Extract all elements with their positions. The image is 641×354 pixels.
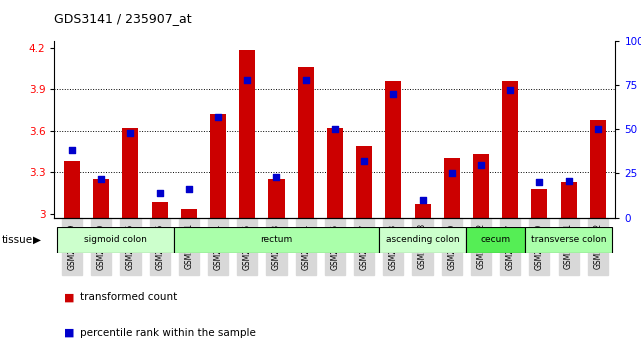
Point [301, 77, 311, 82]
Point [242, 77, 253, 82]
Text: ■: ■ [64, 292, 74, 302]
Point [593, 126, 603, 132]
Bar [210, 114, 226, 218]
Point [563, 178, 574, 183]
Point [67, 148, 77, 153]
Text: rectum: rectum [260, 235, 293, 244]
Point [535, 179, 545, 185]
Point [505, 87, 515, 93]
Text: transformed count: transformed count [80, 292, 178, 302]
Bar [385, 81, 401, 218]
Bar [152, 202, 168, 218]
Bar [93, 179, 109, 218]
Bar [525, 227, 612, 253]
Text: ▶: ▶ [33, 235, 41, 245]
Point [271, 174, 281, 180]
Bar [473, 154, 489, 218]
Bar [122, 128, 138, 218]
Bar [561, 182, 577, 218]
Bar [327, 128, 343, 218]
Text: ■: ■ [64, 328, 74, 338]
Bar [379, 227, 467, 253]
Text: cecum: cecum [481, 235, 511, 244]
Point [388, 91, 399, 97]
Bar [174, 227, 379, 253]
Point [184, 187, 194, 192]
Point [154, 190, 165, 196]
Point [447, 171, 457, 176]
Bar [239, 50, 255, 218]
Text: sigmoid colon: sigmoid colon [85, 235, 147, 244]
Point [330, 126, 340, 132]
Point [213, 114, 223, 120]
Bar [502, 81, 518, 218]
Bar [269, 179, 285, 218]
Bar [356, 146, 372, 218]
Text: ascending colon: ascending colon [386, 235, 460, 244]
Bar [181, 210, 197, 218]
Bar [467, 227, 525, 253]
Point [125, 130, 135, 136]
Text: tissue: tissue [1, 235, 33, 245]
Bar [444, 158, 460, 218]
Bar [415, 204, 431, 218]
Bar [64, 161, 80, 218]
Text: GDS3141 / 235907_at: GDS3141 / 235907_at [54, 12, 192, 25]
Bar [58, 227, 174, 253]
Point [96, 176, 106, 182]
Point [359, 158, 369, 164]
Point [476, 162, 486, 167]
Point [417, 197, 428, 203]
Bar [297, 67, 313, 218]
Bar [531, 189, 547, 218]
Text: percentile rank within the sample: percentile rank within the sample [80, 328, 256, 338]
Bar [590, 120, 606, 218]
Text: transverse colon: transverse colon [531, 235, 606, 244]
